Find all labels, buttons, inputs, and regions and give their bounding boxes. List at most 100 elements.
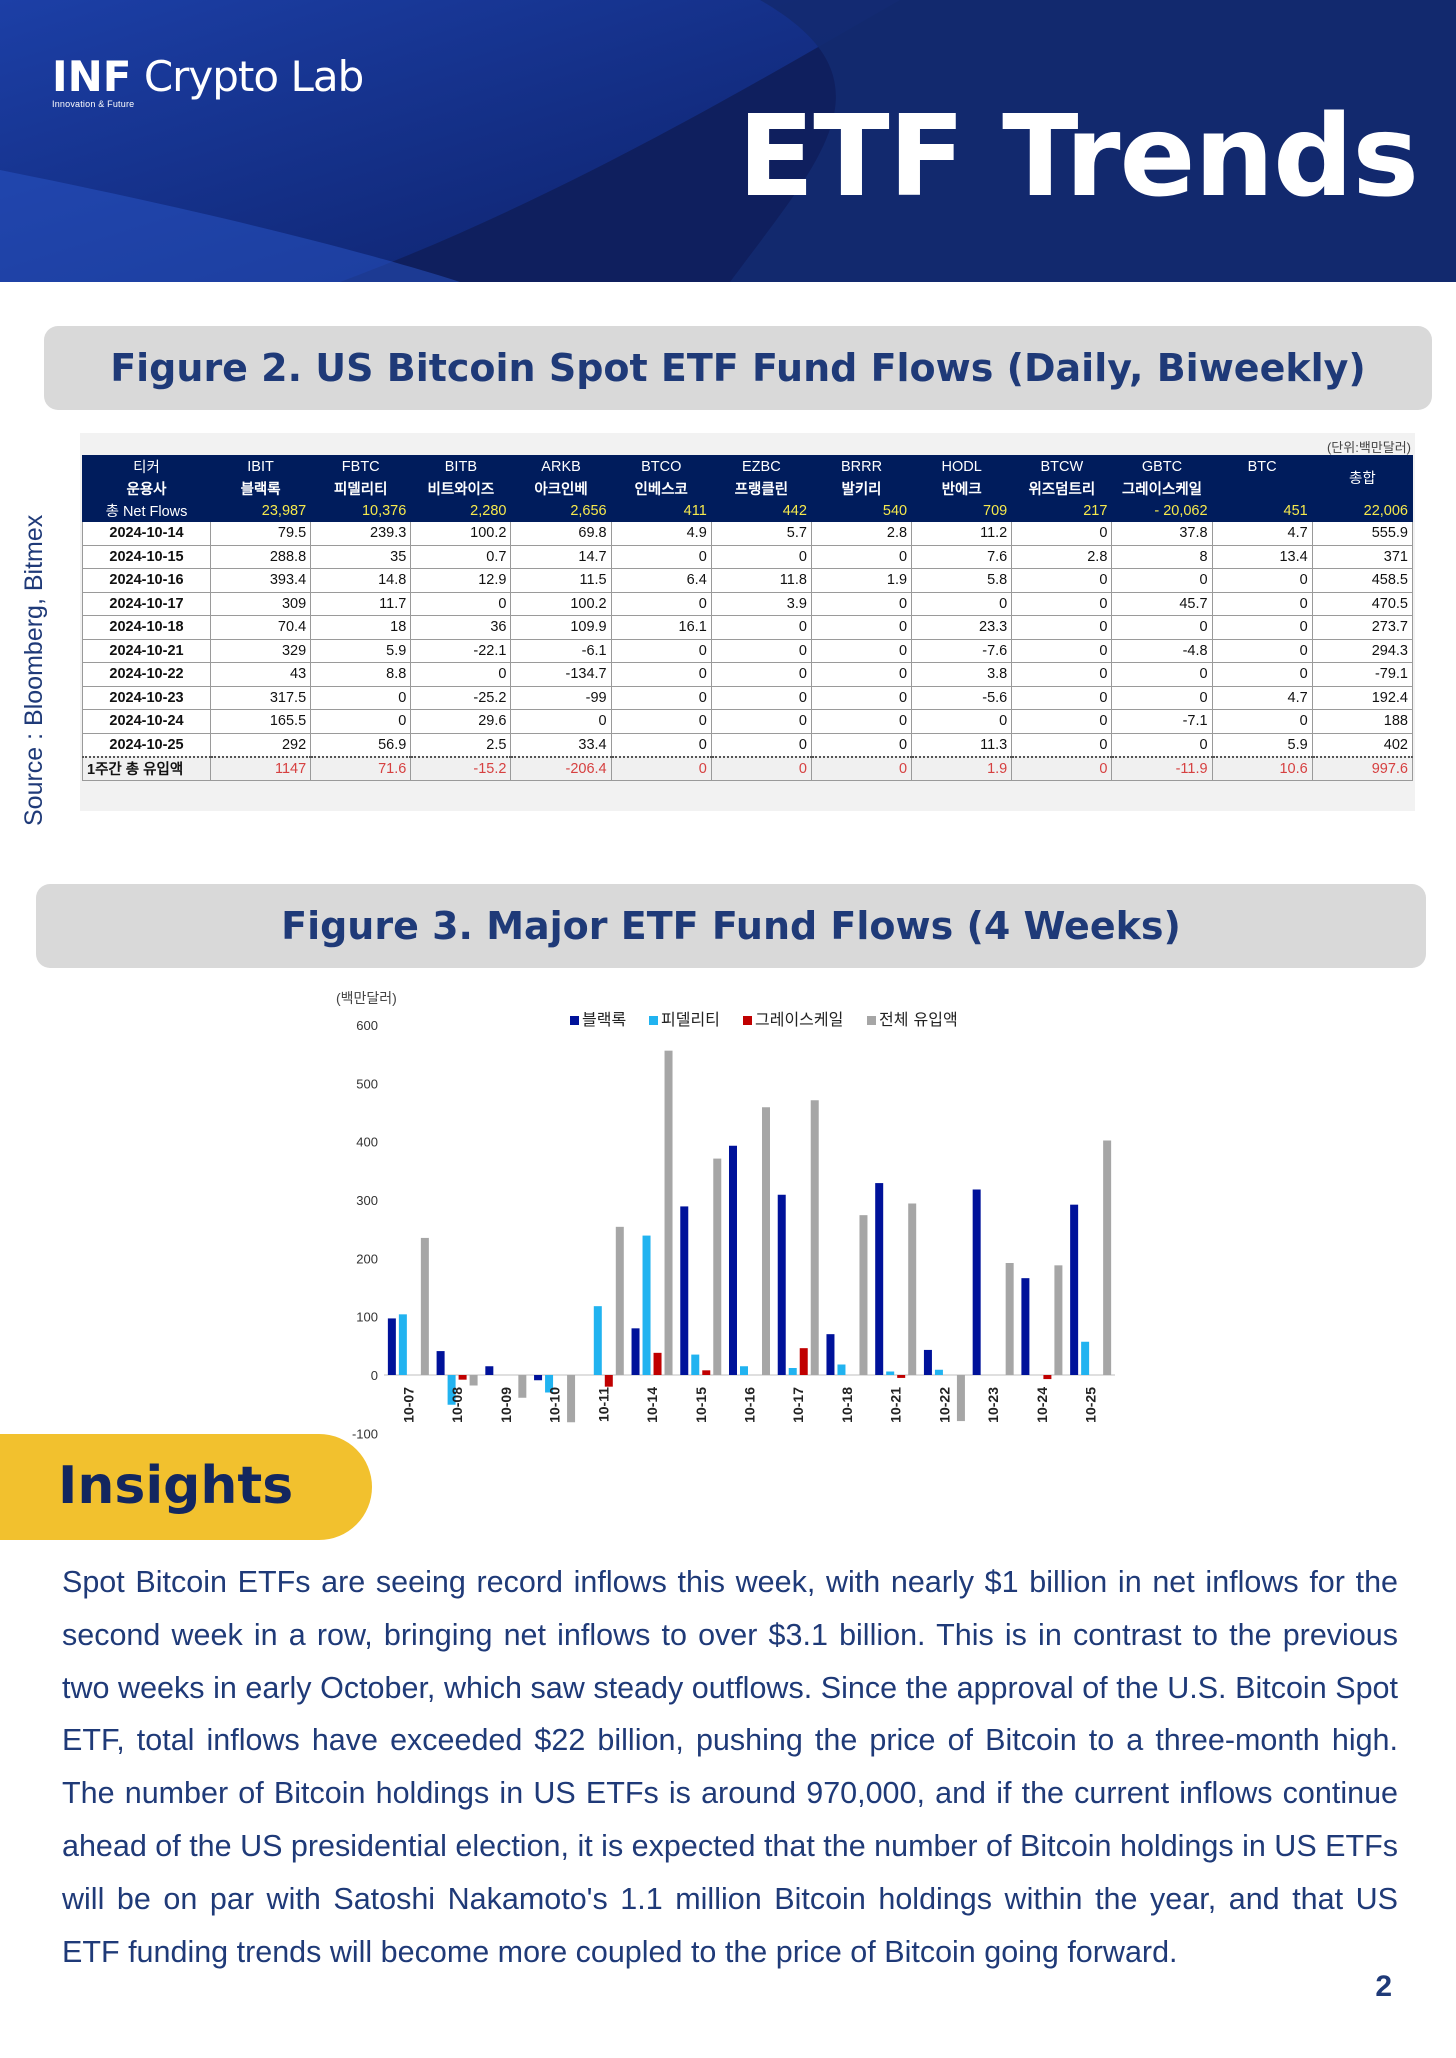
flow-cell: 29.6 (410, 709, 512, 734)
date-cell: 2024-10-25 (82, 732, 211, 757)
flow-cell: 11.3 (911, 732, 1013, 757)
flow-cell: 0 (810, 591, 913, 616)
flow-cell: 23.3 (911, 615, 1013, 640)
y-tick-label: 100 (356, 1310, 378, 1325)
table-row: 2024-10-25 292 56.9 2.5 33.4 0 0 0 11.3 0 0 5.9 402 (82, 732, 1414, 757)
x-tick-label: 10-18 (839, 1387, 855, 1423)
net-flows-cell: 23,987 (209, 499, 312, 522)
net-flows-cell: 2,280 (410, 499, 512, 522)
bar (1070, 1204, 1079, 1375)
bar (799, 1348, 808, 1375)
net-flows-row-label: 총 Net Flows (82, 499, 211, 522)
flow-cell: 188 (1311, 709, 1414, 734)
flow-cell: 5.9 (1211, 732, 1313, 757)
issuer-header: 피델리티 (310, 477, 412, 500)
y-tick-label: 300 (356, 1193, 378, 1208)
issuer-header: 아크인베 (510, 477, 612, 500)
ticker-header: GBTC (1111, 455, 1213, 478)
flow-cell: 56.9 (310, 732, 412, 757)
issuer-header: 인베스코 (610, 477, 712, 500)
table-unit-label: (단위:백만달러) (1326, 440, 1411, 455)
net-flows-cell: 22,006 (1311, 499, 1414, 522)
source-label: Source : Bloomberg, Bitmex (20, 514, 48, 826)
bar (691, 1354, 700, 1375)
weekly-total-cell: 997.6 (1311, 755, 1414, 781)
insights-text: Spot Bitcoin ETFs are seeing record infl… (62, 1565, 1398, 1969)
flow-cell: 109.9 (510, 615, 612, 640)
issuer-row-label: 운용사 (82, 477, 211, 500)
net-flows-cell: 442 (710, 499, 812, 522)
legend-swatch (743, 1016, 752, 1025)
weekly-total-cell: 1.9 (911, 755, 1013, 781)
x-tick-label: 10-16 (742, 1387, 758, 1423)
flow-cell: -4.8 (1111, 638, 1213, 663)
flow-cell: -134.7 (510, 662, 612, 687)
flow-cell: 18 (310, 615, 412, 640)
etf-flows-table-panel: (단위:백만달러) 티커 IBIT FBTC BITB ARKB BTCO EZBC BRRR… (80, 433, 1415, 811)
flow-cell: 14.7 (510, 544, 612, 569)
flow-cell: 70.4 (209, 615, 312, 640)
flow-cell: 36 (410, 615, 512, 640)
net-flows-cell: 10,376 (310, 499, 412, 522)
flow-cell: 43 (209, 662, 312, 687)
issuer-header: 발키리 (810, 477, 913, 500)
flow-cell: 0 (810, 732, 913, 757)
flow-cell: 0 (911, 591, 1013, 616)
legend-label: 블랙록 (582, 1010, 626, 1029)
bar (762, 1107, 770, 1375)
flow-cell: 0 (1211, 615, 1313, 640)
flow-cell: 0 (410, 591, 512, 616)
flow-cell: 6.4 (610, 568, 712, 593)
flow-cell: -25.2 (410, 685, 512, 710)
ticker-header: FBTC (310, 455, 412, 478)
flow-cell: 0 (610, 732, 712, 757)
bar (545, 1375, 554, 1393)
bar (436, 1351, 445, 1375)
table-row: 2024-10-23 317.5 0 -25.2 -99 0 0 0 -5.6 0 0 4.7 192.… (82, 685, 1414, 710)
legend-label: 그레이스케일 (755, 1010, 843, 1029)
figure3-title: Figure 3. Major ETF Fund Flows (4 Weeks) (36, 884, 1426, 968)
flow-cell: 0 (610, 685, 712, 710)
logo-tagline: Innovation & Future (52, 99, 135, 109)
flow-cell: 371 (1311, 544, 1414, 569)
ticker-header: BITB (410, 455, 512, 478)
flow-cell: 0 (1011, 638, 1113, 663)
x-tick-label: 10-15 (693, 1387, 709, 1423)
flow-cell: 0 (810, 685, 913, 710)
bar (713, 1158, 722, 1375)
flow-cell: 69.8 (510, 521, 612, 546)
bar (729, 1145, 737, 1375)
flow-cell: 0 (1011, 521, 1113, 546)
flow-cell: 0 (610, 709, 712, 734)
flow-cell: 0 (1211, 709, 1313, 734)
issuer-header: 위즈덤트리 (1011, 477, 1113, 500)
issuer-header: 그레이스케일 (1111, 477, 1213, 500)
flow-cell: 0 (710, 685, 812, 710)
ticker-header: BTCO (610, 455, 712, 478)
header-banner: INF Crypto Lab Innovation & Future ETF T… (0, 0, 1456, 282)
flow-cell: 0 (810, 615, 913, 640)
issuer-header: 블랙록 (209, 477, 312, 500)
flow-cell: 0 (1111, 685, 1213, 710)
figure2-title: Figure 2. US Bitcoin Spot ETF Fund Flows… (44, 326, 1432, 410)
flow-cell: 0 (1211, 591, 1313, 616)
weekly-total-row: 1주간 총 유입액 1147 71.6 -15.2 -206.4 0 0 0 1.9 0 -11.9… (82, 755, 1414, 781)
flow-cell: 4.7 (1211, 685, 1313, 710)
y-tick-label: -100 (352, 1426, 378, 1441)
weekly-total-cell: 0 (810, 755, 913, 781)
flow-cell: 192.4 (1311, 685, 1414, 710)
bar (897, 1375, 906, 1378)
date-cell: 2024-10-15 (82, 544, 211, 569)
flow-cell: 79.5 (209, 521, 312, 546)
flow-cell: 37.8 (1111, 521, 1213, 546)
bar (664, 1050, 673, 1375)
bar (398, 1314, 407, 1375)
flow-cell: 33.4 (510, 732, 612, 757)
flow-cell: 100.2 (510, 591, 612, 616)
x-tick-label: 10-14 (644, 1387, 660, 1423)
bar (886, 1371, 895, 1375)
flow-cell: 288.8 (209, 544, 312, 569)
table-row: 2024-10-22 43 8.8 0 -134.7 0 0 0 3.8 0 0 0 -79.1 (82, 662, 1414, 687)
x-tick-label: 10-21 (888, 1387, 904, 1423)
flow-cell: 0 (911, 709, 1013, 734)
